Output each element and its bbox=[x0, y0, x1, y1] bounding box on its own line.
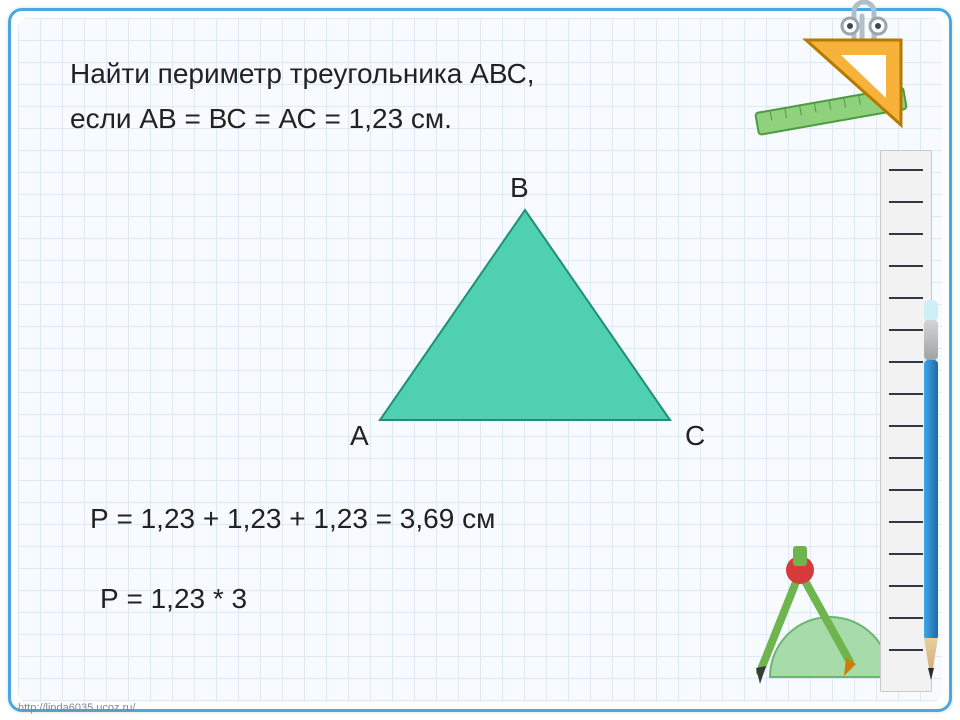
solution-line-1: Р = 1,23 + 1,23 + 1,23 = 3,69 см bbox=[90, 500, 495, 538]
solution-line-2: Р = 1,23 * 3 bbox=[100, 580, 247, 618]
vertex-label-b: В bbox=[510, 172, 529, 204]
watermark: http://linda6035.ucoz.ru/ bbox=[18, 702, 135, 714]
slide-stage: Найти периметр треугольника АВС, если АВ… bbox=[0, 0, 960, 720]
problem-line-1: Найти периметр треугольника АВС, bbox=[70, 55, 535, 93]
setsquare-icon bbox=[746, 30, 916, 150]
vertex-label-a: А bbox=[350, 420, 369, 452]
vertex-label-c: С bbox=[685, 420, 705, 452]
triangle-diagram bbox=[360, 200, 690, 440]
compass-icon bbox=[730, 542, 900, 692]
problem-line-2: если АВ = ВС = АС = 1,23 см. bbox=[70, 100, 452, 138]
pencil-icon bbox=[924, 300, 938, 680]
